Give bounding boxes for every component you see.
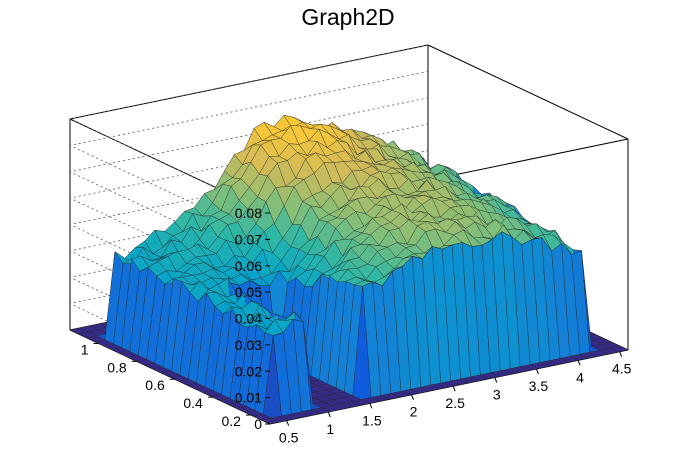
x-tick-label: 1.5 (362, 412, 382, 428)
y-tick-label: 1 (81, 341, 89, 357)
z-tick-label: 0 (254, 416, 262, 432)
surface-cell (609, 345, 629, 353)
x-tick-mark (286, 420, 290, 426)
x-tick-mark (452, 385, 456, 392)
z-gridline (68, 123, 429, 293)
x-tick-label: 4 (576, 369, 584, 385)
z-tick-label: 0.07 (235, 231, 262, 247)
x-tick-mark (535, 368, 539, 375)
x-tick-label: 4.5 (612, 361, 632, 377)
z-tick-label: 0.04 (235, 311, 262, 327)
x-tick-mark (577, 360, 581, 366)
y-tick-label: 0.6 (145, 377, 165, 393)
y-tick-label: 0.8 (107, 359, 127, 375)
y-tick-label: 0.4 (183, 395, 203, 411)
z-gridline (68, 176, 429, 346)
z-gridline (68, 202, 429, 372)
x-tick-mark (327, 411, 331, 418)
z-tick-label: 0.08 (235, 205, 262, 221)
z-gridline (68, 229, 429, 398)
box-edge (427, 44, 629, 140)
z-tick-label: 0.06 (235, 258, 262, 274)
chart-title: Graph2D (301, 4, 395, 30)
x-tick-mark (619, 351, 623, 357)
z-gridline (68, 44, 429, 214)
z-gridline (68, 71, 429, 240)
x-tick-mark (369, 403, 373, 409)
x-tick-label: 3 (493, 387, 501, 403)
surface-mesh (69, 114, 629, 425)
y-tick-label: 0.2 (221, 413, 241, 429)
x-tick-label: 1 (326, 421, 334, 437)
x-tick-label: 3.5 (529, 378, 549, 394)
z-tick-label: 0.02 (235, 363, 262, 379)
z-gridline (68, 97, 429, 267)
z-gridlines (68, 44, 429, 398)
z-gridline (68, 150, 429, 319)
x-tick-mark (411, 394, 414, 400)
z-tick-label: 0.05 (235, 284, 262, 300)
x-tick-label: 2 (410, 404, 418, 420)
tick-labels: 0 0.01 0.02 0.03 0.04 0.05 0.06 0.07 0.08 0.5 1 1.5… (81, 205, 632, 446)
x-tick-mark (494, 377, 498, 383)
z-tick-label: 0.03 (235, 337, 262, 353)
x-tick-label: 2.5 (445, 395, 465, 411)
z-tick-label: 0.01 (235, 390, 262, 406)
x-tick-label: 0.5 (279, 430, 299, 446)
